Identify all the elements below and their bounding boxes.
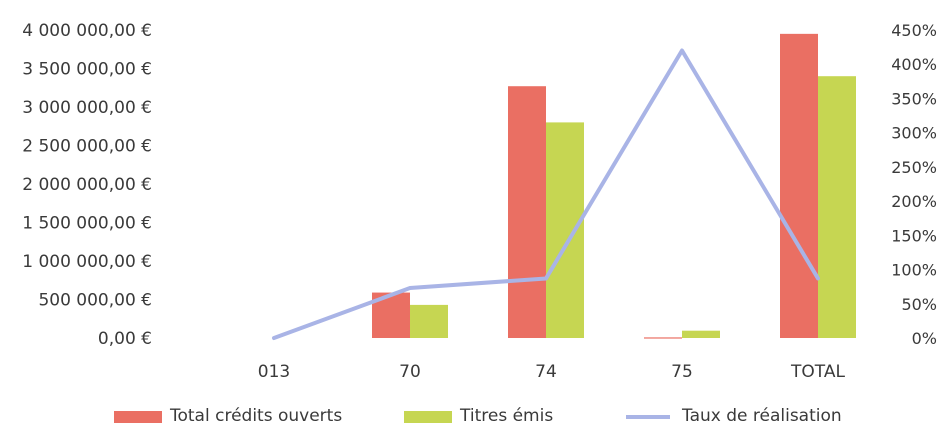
y-axis-left: 0,00 € 500 000,00 € 1 000 000,00 € 1 500 00… [22, 21, 152, 349]
y-right-tick-label: 50% [901, 295, 937, 314]
bar-total-cr-dits-ouverts-total [780, 33, 818, 338]
y-left-tick-label: 3 500 000,00 € [22, 60, 152, 80]
y-right-tick-label: 200% [891, 192, 937, 211]
x-tick-label-74: 74 [535, 362, 557, 382]
y-right-tick-label: 150% [891, 226, 937, 245]
bars-layer [372, 33, 856, 339]
line-taux-de-realisation [272, 48, 820, 340]
bar-titres-mis-70 [410, 304, 448, 338]
y-right-tick-label: 300% [891, 124, 937, 143]
y-right-tick-label: 250% [891, 158, 937, 177]
x-tick-label-013: 013 [258, 362, 290, 382]
x-tick-label-70: 70 [399, 362, 421, 382]
legend-label: Total crédits ouverts [169, 406, 342, 426]
bar-total-cr-dits-ouverts-75 [644, 337, 682, 339]
x-axis: 013 70 74 75 TOTAL [258, 362, 846, 382]
legend: Total crédits ouverts Titres émis Taux de … [114, 406, 842, 426]
y-left-tick-label: 4 000 000,00 € [22, 21, 152, 41]
legend-item-total-cr-dits-ouverts: Total crédits ouverts [114, 406, 342, 426]
bar-titres-mis-total [818, 76, 856, 338]
bar-titres-mis-75 [682, 330, 720, 338]
legend-item-titres-mis: Titres émis [404, 406, 553, 426]
legend-label: Titres émis [459, 406, 553, 426]
x-tick-label-total: TOTAL [790, 362, 845, 382]
y-right-tick-label: 350% [891, 89, 937, 108]
x-tick-label-75: 75 [671, 362, 693, 382]
line-layer [272, 48, 820, 340]
y-left-tick-label: 2 500 000,00 € [22, 137, 152, 157]
y-left-tick-label: 1 500 000,00 € [22, 214, 152, 234]
legend-swatch [114, 411, 162, 423]
y-right-tick-label: 100% [891, 261, 937, 280]
legend-item-taux-de-r-alisation: Taux de réalisation [626, 406, 842, 426]
y-left-tick-label: 1 000 000,00 € [22, 252, 152, 272]
y-left-tick-label: 0,00 € [98, 329, 152, 349]
y-right-tick-label: 400% [891, 55, 937, 74]
y-left-tick-label: 500 000,00 € [38, 291, 152, 311]
y-right-tick-label: 450% [891, 21, 937, 40]
bar-titres-mis-74 [546, 122, 584, 339]
y-left-tick-label: 2 000 000,00 € [22, 175, 152, 195]
legend-swatch [404, 411, 452, 423]
y-right-tick-label: 0% [912, 329, 937, 348]
bar-total-cr-dits-ouverts-74 [508, 86, 546, 339]
y-left-tick-label: 3 000 000,00 € [22, 98, 152, 118]
y-axis-right: 0% 50% 100% 150% 200% 250% 300% 350% 400% 450% [891, 21, 937, 348]
legend-label: Taux de réalisation [681, 406, 842, 426]
